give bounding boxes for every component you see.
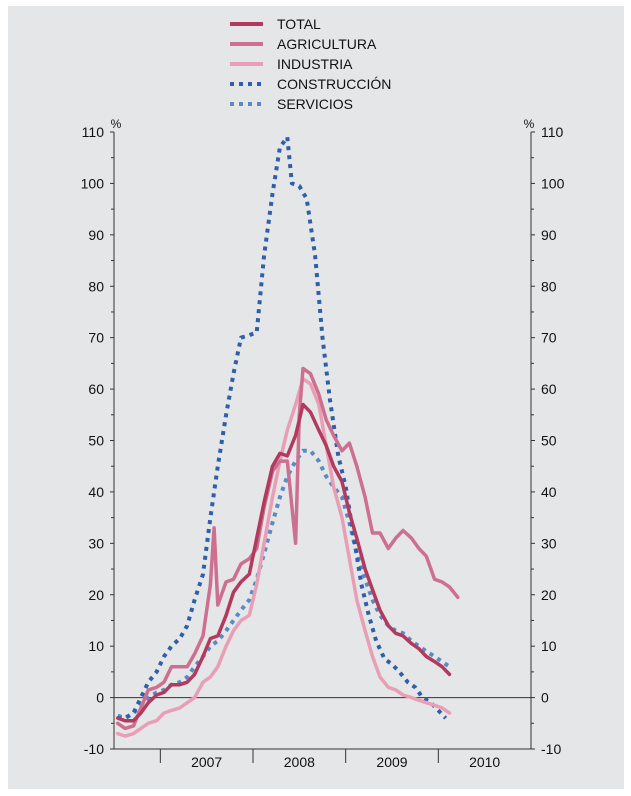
y-tick-label-right: 20 — [541, 587, 557, 603]
y-tick-label-right: 100 — [541, 175, 565, 191]
series-line-agricultura — [115, 366, 460, 731]
y-tick-label-left: 100 — [81, 175, 105, 191]
y-tick-label-left: 50 — [88, 433, 104, 449]
legend-label-construccin: CONSTRUCCIÓN — [277, 76, 391, 92]
y-tick-label-left: 10 — [88, 638, 104, 654]
y-tick-label-left: 0 — [96, 690, 104, 706]
y-tick-label-right: 60 — [541, 381, 557, 397]
y-tick-label-right: 40 — [541, 484, 557, 500]
x-tick-label: 2009 — [376, 754, 407, 770]
y-tick-label-right: 90 — [541, 227, 557, 243]
y-tick-label-right: 30 — [541, 535, 557, 551]
axes: -10 -10 0 0 10 10 20 20 30 30 40 40 50 50 60 60 70 70 80 80… — [81, 117, 565, 770]
y-tick-label-right: 110 — [541, 124, 564, 140]
y-tick-label-right: 0 — [541, 690, 549, 706]
legend-label-industria: INDUSTRIA — [277, 56, 353, 72]
y-tick-label-left: 80 — [88, 278, 104, 294]
y-unit-right: % — [524, 117, 535, 131]
line-chart: TOTAL AGRICULTURA INDUSTRIA CONSTRUCCIÓN SER… — [81, 16, 565, 770]
series-line-construccin — [117, 135, 448, 721]
y-tick-label-left: 90 — [88, 227, 104, 243]
legend-label-agricultura: AGRICULTURA — [277, 36, 377, 52]
series-lines — [115, 135, 460, 738]
y-tick-label-right: 50 — [541, 433, 557, 449]
y-tick-label-right: 70 — [541, 330, 557, 346]
y-tick-label-right: 10 — [541, 638, 557, 654]
y-tick-label-right: -10 — [541, 741, 561, 757]
y-tick-label-left: 40 — [88, 484, 104, 500]
y-tick-label-right: 80 — [541, 278, 557, 294]
y-tick-label-left: 70 — [88, 330, 104, 346]
y-tick-label-left: 110 — [82, 124, 105, 140]
x-tick-label: 2010 — [469, 754, 500, 770]
y-tick-label-left: 20 — [88, 587, 104, 603]
x-tick-label: 2008 — [284, 754, 315, 770]
legend-label-servicios: SERVICIOS — [277, 96, 353, 112]
x-tick-label: 2007 — [191, 754, 222, 770]
legend-label-total: TOTAL — [277, 16, 321, 32]
legend: TOTAL AGRICULTURA INDUSTRIA CONSTRUCCIÓN SER… — [230, 16, 391, 112]
y-tick-label-left: 30 — [88, 535, 104, 551]
series-line-industria — [115, 377, 452, 738]
y-tick-label-left: 60 — [88, 381, 104, 397]
y-unit-left: % — [111, 117, 122, 131]
series-line-total — [115, 402, 452, 723]
chart-panel: TOTAL AGRICULTURA INDUSTRIA CONSTRUCCIÓN SER… — [8, 6, 624, 789]
y-tick-label-left: -10 — [84, 741, 104, 757]
